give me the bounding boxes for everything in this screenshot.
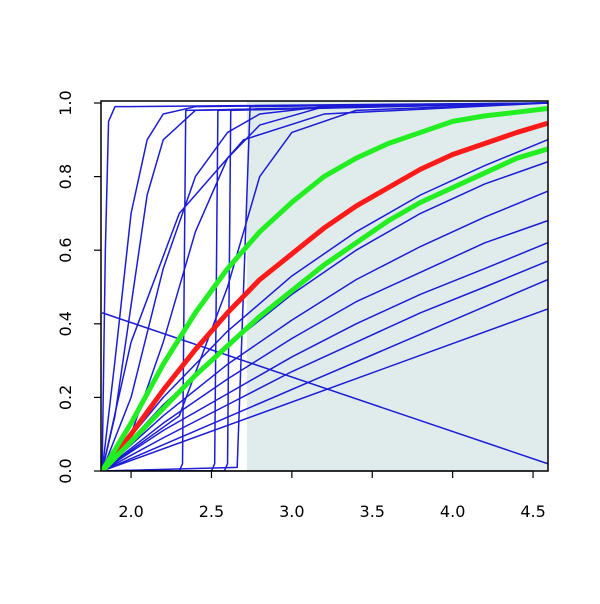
y-tick-label: 0.4	[56, 311, 75, 336]
axes: 2.0 2.5 3.0 3.5 4.0 4.5 0.0 0.2 0.4 0.6 0.8 1.0	[56, 90, 549, 521]
curve	[101, 220, 548, 471]
x-tick-label: 3.0	[279, 502, 304, 521]
curve	[101, 102, 548, 471]
curve	[101, 120, 548, 471]
curve	[101, 308, 548, 471]
y-tick-label: 0.2	[56, 385, 75, 410]
x-tick-label: 4.5	[520, 502, 545, 521]
curve	[102, 102, 548, 471]
curve	[102, 102, 548, 471]
x-tick-label: 4.0	[440, 502, 465, 521]
x-tick-label: 3.5	[360, 502, 385, 521]
curve	[101, 260, 548, 471]
curve	[101, 146, 548, 471]
curve	[101, 102, 548, 471]
curve	[101, 190, 548, 471]
curve	[101, 102, 548, 471]
x-tick-label: 2.5	[199, 502, 224, 521]
curve	[101, 106, 548, 471]
y-tick-label: 0.8	[56, 164, 75, 189]
y-tick-label: 1.0	[56, 90, 75, 115]
curve	[101, 312, 548, 465]
y-tick-label: 0.6	[56, 237, 75, 262]
curve	[101, 242, 548, 471]
curve	[101, 102, 548, 471]
x-tick-label: 2.0	[118, 502, 143, 521]
plot-area	[101, 101, 548, 471]
curve	[101, 139, 548, 471]
y-tick-label: 0.0	[56, 458, 75, 483]
curve	[101, 278, 548, 471]
